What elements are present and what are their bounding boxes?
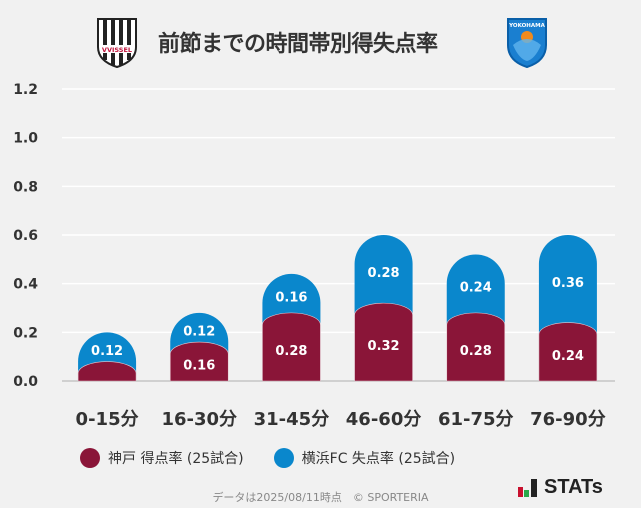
data-label-kobe: 0.32 [368, 339, 400, 354]
y-tick-label: 0.2 [13, 325, 38, 341]
bar-kobe [77, 361, 137, 382]
data-label-yokohama: 0.36 [552, 276, 584, 291]
legend-item-yokohama: 横浜FC 失点率 (25試合) [273, 448, 456, 468]
x-tick-label: 46-60分 [346, 409, 422, 430]
y-tick-label: 1.0 [13, 131, 38, 147]
x-tick-label: 0-15分 [76, 409, 139, 430]
data-label-yokohama: 0.12 [91, 344, 123, 359]
y-tick-label: 0.6 [13, 228, 38, 244]
stats-brand: STATs [518, 476, 603, 499]
legend-item-kobe: 神戸 得点率 (25試合) [80, 448, 244, 468]
yokohama-fc-logo: YOKOHAMA [507, 18, 547, 69]
bar-kobe [538, 322, 598, 382]
data-label-yokohama: 0.28 [368, 266, 400, 281]
svg-text:VVISSEL: VVISSEL [102, 46, 132, 54]
data-label-kobe: 0.28 [460, 344, 492, 359]
legend-label-yokohama: 横浜FC 失点率 (25試合) [301, 451, 456, 467]
stats-logo-icon [518, 478, 537, 497]
footer-note: データは2025/08/11時点 © SPORTERIA [212, 491, 429, 504]
x-tick-label: 61-75分 [438, 409, 514, 430]
kobe-color-dot [80, 448, 100, 468]
data-label-kobe: 0.16 [183, 359, 215, 374]
y-tick-label: 0.0 [13, 374, 38, 390]
yokohama-color-dot [273, 448, 294, 468]
bar-kobe [262, 312, 321, 382]
bar-kobe [169, 341, 229, 382]
x-tick-label: 76-90分 [530, 409, 606, 430]
chart-title: 前節までの時間帯別得失点率 [158, 32, 438, 57]
legend-label-kobe: 神戸 得点率 (25試合) [108, 451, 244, 467]
svg-text:YOKOHAMA: YOKOHAMA [508, 23, 545, 29]
y-tick-label: 1.2 [13, 82, 38, 98]
bar-kobe [446, 312, 506, 382]
y-tick-label: 0.4 [13, 277, 38, 293]
bar-kobe [354, 302, 413, 382]
data-label-yokohama: 0.12 [183, 324, 215, 339]
stacked-bar-chart: 0.0 0.2 0.4 0.6 0.8 1.0 1.2 0.12 0-15分 0.12 0.16 16… [13, 82, 615, 430]
vissel-kobe-logo: VVISSEL [97, 18, 137, 69]
stats-brand-text: STATs [544, 476, 603, 498]
y-tick-label: 0.8 [13, 179, 38, 195]
x-tick-label: 31-45分 [254, 409, 330, 430]
legend: 神戸 得点率 (25試合) 横浜FC 失点率 (25試合) [80, 448, 455, 468]
data-label-kobe: 0.28 [275, 344, 307, 359]
x-tick-label: 16-30分 [161, 409, 237, 430]
data-label-yokohama: 0.16 [275, 290, 307, 305]
data-label-kobe: 0.24 [552, 349, 584, 364]
data-label-yokohama: 0.24 [460, 281, 492, 296]
